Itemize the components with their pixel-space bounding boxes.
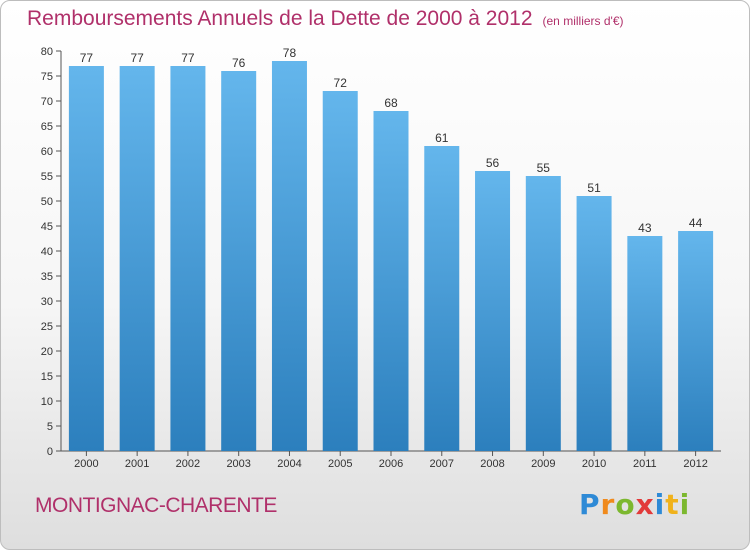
bar	[322, 91, 358, 451]
x-tick-label: 2007	[430, 458, 454, 470]
commune-name: MONTIGNAC-CHARENTE	[35, 494, 277, 517]
y-tick-label: 0	[47, 446, 53, 458]
y-tick-label: 5	[47, 421, 53, 433]
bar	[678, 231, 714, 451]
logo-letter: o	[615, 488, 636, 521]
x-tick-label: 2006	[379, 458, 403, 470]
x-tick-label: 2010	[582, 458, 606, 470]
logo-letter: t	[665, 488, 680, 521]
x-tick-label: 2012	[683, 458, 707, 470]
y-tick-label: 70	[41, 96, 53, 108]
proxiti-logo: Proxiti	[579, 488, 690, 521]
bar-value-label: 76	[232, 56, 246, 70]
bar-value-label: 77	[130, 51, 144, 65]
bar	[576, 196, 612, 451]
bar	[424, 146, 460, 451]
x-tick-label: 2005	[328, 458, 352, 470]
bar	[525, 176, 561, 451]
x-tick-label: 2009	[531, 458, 555, 470]
bar	[271, 61, 307, 451]
logo-letter: x	[635, 488, 655, 521]
bar	[373, 111, 409, 451]
y-tick-label: 75	[41, 71, 53, 83]
bar-value-label: 78	[283, 46, 297, 60]
logo-letter: r	[600, 488, 616, 521]
bar-value-label: 55	[537, 161, 551, 175]
bar-value-label: 61	[435, 131, 449, 145]
x-tick-label: 2001	[125, 458, 149, 470]
chart-subtitle: (en milliers d'€)	[542, 14, 624, 28]
x-tick-label: 2011	[633, 458, 657, 470]
bar-value-label: 43	[638, 221, 652, 235]
y-tick-label: 15	[41, 371, 53, 383]
y-tick-label: 40	[41, 246, 53, 258]
y-tick-label: 25	[41, 321, 53, 333]
bar	[170, 66, 206, 451]
bar-series: 77 77 77 76 78 72 68 61 56 55 51 43 44	[68, 46, 714, 451]
bar-value-label: 56	[486, 156, 500, 170]
bar-value-label: 77	[80, 51, 94, 65]
bar	[221, 71, 257, 451]
logo-letter: P	[579, 488, 601, 521]
bar	[475, 171, 511, 451]
x-tick-label: 2003	[226, 458, 250, 470]
bar	[68, 66, 104, 451]
bar-value-label: 68	[384, 96, 398, 110]
x-tick-label: 2008	[480, 458, 504, 470]
chart-title-text: Remboursements Annuels de la Dette de 20…	[27, 7, 533, 30]
bar-value-label: 51	[587, 181, 601, 195]
y-tick-label: 45	[41, 221, 53, 233]
bar-value-label: 77	[181, 51, 195, 65]
y-tick-label: 35	[41, 271, 53, 283]
bar	[627, 236, 663, 451]
logo-letter: i	[654, 488, 666, 521]
y-tick-label: 50	[41, 196, 53, 208]
x-tick-label: 2002	[176, 458, 200, 470]
bar	[119, 66, 155, 451]
x-tick-label: 2004	[277, 458, 301, 470]
y-tick-label: 65	[41, 121, 53, 133]
y-tick-label: 55	[41, 171, 53, 183]
y-tick-label: 30	[41, 296, 53, 308]
y-tick-label: 60	[41, 146, 53, 158]
bar-value-label: 44	[689, 216, 703, 230]
y-tick-label: 80	[41, 46, 53, 58]
chart-title: Remboursements Annuels de la Dette de 20…	[27, 7, 624, 31]
logo-letter: i	[679, 488, 691, 521]
bar-value-label: 72	[334, 76, 348, 90]
y-tick-label: 10	[41, 396, 53, 408]
y-tick-label: 20	[41, 346, 53, 358]
x-tick-label: 2000	[74, 458, 98, 470]
